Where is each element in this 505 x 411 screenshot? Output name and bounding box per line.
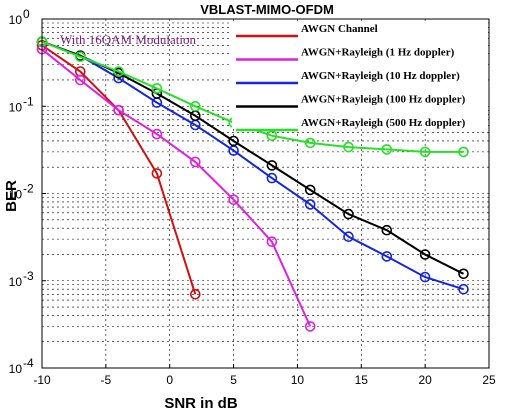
- legend-entry: AWGN+Rayleigh (100 Hz doppler): [301, 94, 466, 106]
- data-point: [419, 249, 431, 260]
- data-point: [381, 251, 393, 262]
- data-point: [228, 135, 239, 147]
- x-tick-label: 10: [291, 373, 305, 387]
- x-tick-label: 25: [482, 373, 496, 387]
- data-point: [151, 168, 163, 179]
- series-line: [41, 40, 464, 291]
- y-tick-exponent: -3: [23, 269, 34, 283]
- chart-title: VBLAST-MIMO-OFDM: [200, 2, 334, 17]
- data-point: [113, 66, 124, 77]
- data-point: [266, 172, 278, 184]
- x-tick-labels: -10 -5 0 5 10 15 20 25: [33, 364, 496, 387]
- legend-entry: AWGN+Rayleigh (500 Hz doppler): [301, 117, 466, 129]
- data-point: [458, 283, 469, 295]
- data-point: [75, 74, 86, 86]
- series-2: [36, 43, 316, 332]
- data-point: [458, 146, 469, 158]
- data-point: [190, 101, 201, 112]
- data-point: [381, 144, 393, 155]
- series-line: [41, 48, 312, 327]
- grid-lines: [42, 19, 489, 368]
- data-point: [151, 83, 163, 94]
- y-tick-exponent: -2: [23, 182, 34, 196]
- series-layer: [36, 36, 469, 332]
- x-tick-label: 15: [355, 373, 369, 387]
- y-tick-exponent: -1: [23, 94, 34, 108]
- y-tick-exponent: -4: [23, 356, 34, 370]
- y-tick-label: 10: [9, 275, 23, 289]
- data-point: [266, 160, 278, 171]
- data-point: [190, 288, 201, 300]
- x-tick-label: -10: [33, 373, 51, 387]
- legend: AWGN Channel AWGN+Rayleigh (1 Hz doppler)…: [232, 21, 488, 132]
- data-point: [419, 146, 431, 158]
- modulation-annotation: With 16QAM Modulation: [60, 32, 196, 47]
- data-point: [304, 137, 316, 149]
- data-point: [343, 231, 354, 242]
- x-tick-label: -5: [101, 373, 112, 387]
- legend-entry: AWGN Channel: [301, 23, 378, 35]
- y-tick-label: 10: [9, 188, 23, 202]
- data-point: [304, 199, 316, 210]
- data-point: [75, 51, 86, 63]
- x-tick-label: 5: [230, 373, 237, 387]
- legend-entry: AWGN+Rayleigh (1 Hz doppler): [301, 47, 455, 59]
- x-tick-label: 0: [166, 373, 173, 387]
- data-point: [343, 141, 354, 153]
- series-4: [36, 36, 469, 280]
- x-axis-label: SNR in dB: [164, 395, 237, 411]
- data-point: [228, 194, 239, 205]
- data-point: [113, 104, 124, 116]
- data-point: [304, 321, 316, 332]
- y-tick-label: 10: [9, 100, 23, 114]
- series-line: [41, 40, 464, 275]
- y-tick-exponent: 0: [23, 7, 30, 21]
- data-point: [151, 128, 163, 140]
- data-point: [419, 271, 431, 283]
- data-point: [266, 236, 278, 247]
- data-point: [458, 268, 469, 280]
- legend-entry: AWGN+Rayleigh (10 Hz doppler): [301, 70, 460, 82]
- y-tick-label: 10: [9, 13, 23, 27]
- data-point: [190, 156, 201, 168]
- data-point: [381, 224, 393, 236]
- x-tick-label: 20: [418, 373, 432, 387]
- data-point: [343, 208, 354, 220]
- y-axis-label: BER: [3, 180, 20, 212]
- data-point: [304, 184, 316, 196]
- y-tick-label: 10: [9, 362, 23, 376]
- legend-background: [232, 21, 488, 129]
